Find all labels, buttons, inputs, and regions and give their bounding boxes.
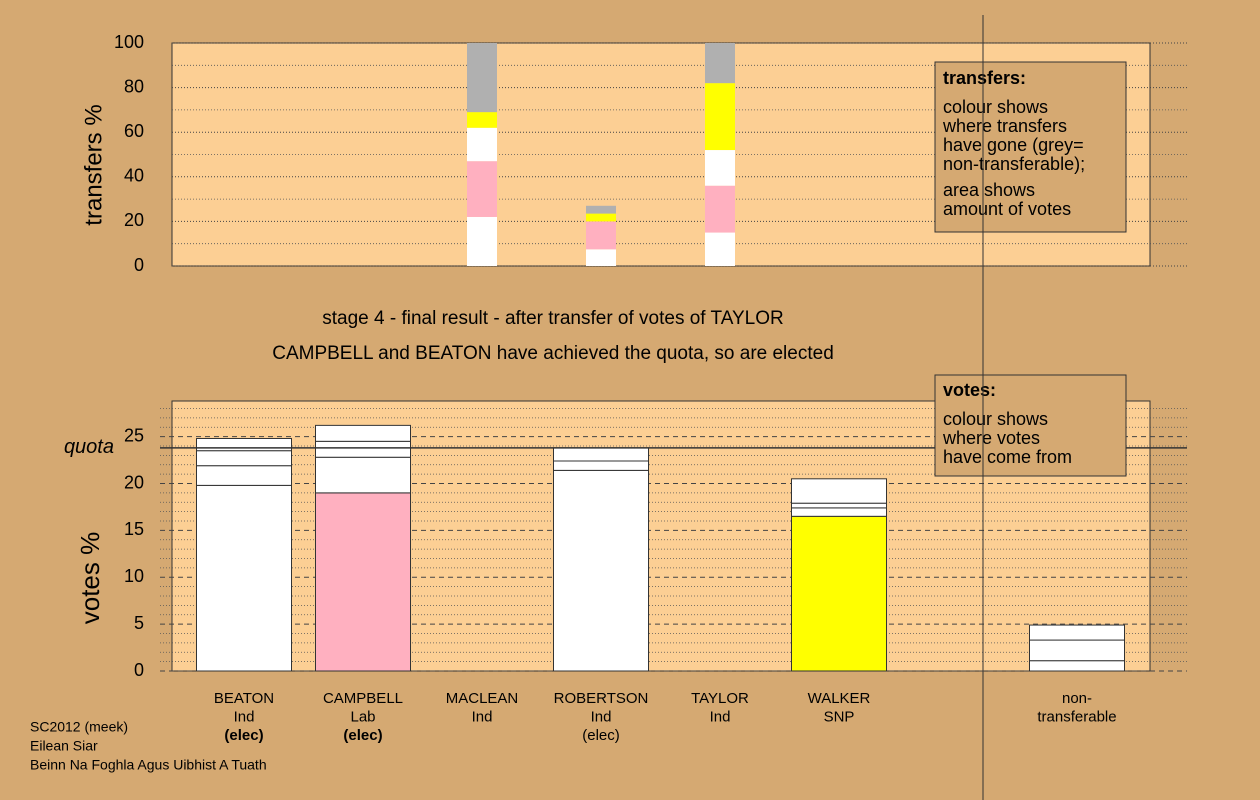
x-tick-label: Ind xyxy=(472,708,493,725)
bar-segment xyxy=(467,43,497,113)
bar-segment xyxy=(196,465,292,486)
y-tick-label: 0 xyxy=(134,660,144,680)
x-tick-label: Ind xyxy=(234,708,255,725)
y-axis-label: votes % xyxy=(75,532,105,625)
bar-segment xyxy=(196,450,292,467)
x-tick-label: BEATON xyxy=(214,690,274,707)
legend-text: have come from xyxy=(943,447,1072,467)
legend-text: colour shows xyxy=(943,97,1048,117)
bar-segment xyxy=(791,507,887,517)
bar-segment xyxy=(553,447,649,462)
bar-segment xyxy=(586,205,616,214)
legend-box xyxy=(934,374,1127,477)
bar-segment xyxy=(467,161,497,217)
x-tick-label: ROBERTSON xyxy=(554,690,649,707)
y-tick-label: 100 xyxy=(114,32,144,52)
bar-segment xyxy=(1029,660,1125,672)
x-tick-label: Lab xyxy=(350,708,375,725)
y-tick-label: 20 xyxy=(124,472,144,492)
x-tick-label: CAMPBELL xyxy=(323,690,403,707)
quota-label: quota xyxy=(64,436,114,458)
legend-title: transfers: xyxy=(943,68,1026,88)
bar-segment xyxy=(467,112,497,128)
bar-segment xyxy=(553,460,649,471)
legend-text: have gone (grey= xyxy=(943,135,1084,155)
x-tick-label: Ind xyxy=(710,708,731,725)
chart-subtitle: CAMPBELL and BEATON have achieved the qu… xyxy=(272,343,834,364)
y-tick-label: 5 xyxy=(134,613,144,633)
bar-segment xyxy=(586,221,616,250)
bar-segment xyxy=(705,150,735,186)
bar-segment xyxy=(553,469,649,672)
legend-text: colour shows xyxy=(943,409,1048,429)
bar-segment xyxy=(791,478,887,504)
y-tick-label: 15 xyxy=(124,519,144,539)
legend-box xyxy=(934,61,1127,233)
x-tick-label: (elec) xyxy=(343,727,382,744)
bar-segment xyxy=(1029,639,1125,662)
y-tick-label: 80 xyxy=(124,76,144,96)
legend-text: amount of votes xyxy=(943,199,1071,219)
bar-segment xyxy=(467,127,497,162)
legend-text: where votes xyxy=(942,428,1040,448)
x-tick-label: (elec) xyxy=(224,727,263,744)
footer: SC2012 (meek) xyxy=(30,719,128,735)
x-tick-label: WALKER xyxy=(808,690,871,707)
bar-segment xyxy=(586,213,616,222)
y-tick-label: 40 xyxy=(124,166,144,186)
bar-segment xyxy=(586,249,616,266)
bar-segment xyxy=(705,43,735,84)
bar-segment xyxy=(315,456,411,494)
legend-text: area shows xyxy=(943,180,1035,200)
y-tick-label: 60 xyxy=(124,121,144,141)
x-tick-label: SNP xyxy=(824,708,855,725)
bar-segment xyxy=(791,502,887,509)
x-tick-label: Ind xyxy=(591,708,612,725)
legend-title: votes: xyxy=(943,380,996,400)
bar-segment xyxy=(705,83,735,151)
x-tick-label: MACLEAN xyxy=(446,690,519,707)
footer: Eilean Siar xyxy=(30,738,98,754)
x-tick-label: (elec) xyxy=(582,727,620,744)
x-tick-label: transferable xyxy=(1037,708,1116,725)
y-axis-label: transfers % xyxy=(80,104,107,225)
y-tick-label: 10 xyxy=(124,566,144,586)
bar-segment xyxy=(315,424,411,442)
x-tick-label: non- xyxy=(1062,690,1092,707)
bar-segment xyxy=(315,440,411,458)
y-tick-label: 20 xyxy=(124,210,144,230)
bar-segment xyxy=(1029,624,1125,641)
bar-segment xyxy=(467,216,497,266)
footer: Beinn Na Foghla Agus Uibhist A Tuath xyxy=(30,757,267,773)
x-tick-label: TAYLOR xyxy=(691,690,749,707)
legend-text: where transfers xyxy=(942,116,1067,136)
bar-segment xyxy=(315,492,411,672)
y-tick-label: 25 xyxy=(124,425,144,445)
bar-segment xyxy=(791,515,887,672)
bar-segment xyxy=(196,438,292,452)
y-tick-label: 0 xyxy=(134,255,144,275)
chart-title: stage 4 - final result - after transfer … xyxy=(322,308,783,329)
legend-text: non-transferable); xyxy=(943,154,1085,174)
bar-segment xyxy=(705,185,735,233)
bar-segment xyxy=(705,232,735,266)
bar-segment xyxy=(196,484,292,672)
